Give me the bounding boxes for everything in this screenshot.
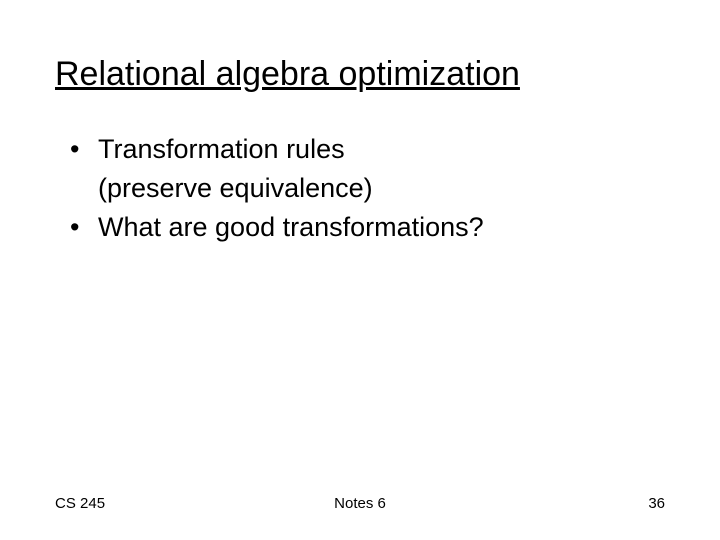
bullet-text: Transformation rules bbox=[98, 130, 484, 169]
bullet-item: • Transformation rules bbox=[70, 130, 484, 169]
bullet-icon: • bbox=[70, 208, 98, 247]
slide-footer: Notes 6 CS 245 36 bbox=[55, 495, 665, 512]
slide-body: • Transformation rules (preserve equival… bbox=[70, 130, 484, 247]
slide: Relational algebra optimization • Transf… bbox=[0, 0, 720, 540]
footer-center: Notes 6 bbox=[55, 495, 665, 512]
bullet-icon: • bbox=[70, 130, 98, 169]
bullet-item: • What are good transformations? bbox=[70, 208, 484, 247]
slide-title: Relational algebra optimization bbox=[55, 55, 520, 94]
bullet-subtext: (preserve equivalence) bbox=[98, 169, 484, 208]
bullet-text: What are good transformations? bbox=[98, 208, 484, 247]
